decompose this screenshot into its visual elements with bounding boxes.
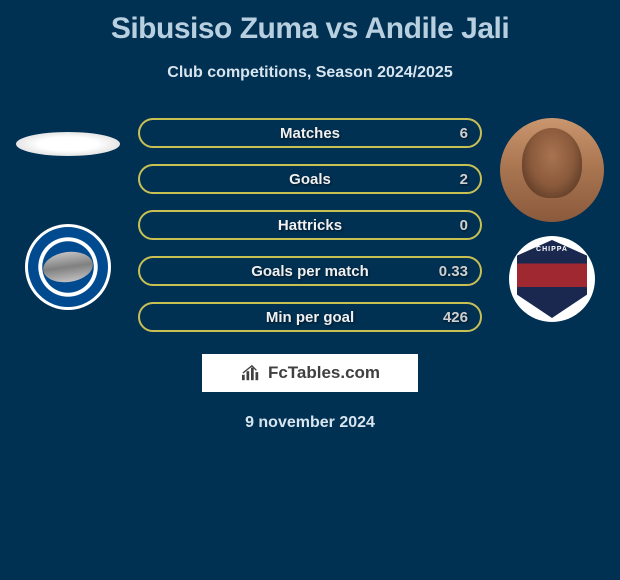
- page-title: Sibusiso Zuma vs Andile Jali: [0, 0, 620, 46]
- stat-row-matches: Matches 6: [138, 118, 482, 148]
- stat-row-hattricks: Hattricks 0: [138, 210, 482, 240]
- stat-value: 426: [443, 309, 468, 326]
- player-left-photo: [16, 132, 120, 156]
- stat-label: Goals per match: [251, 263, 369, 280]
- player-right-photo: [500, 118, 604, 222]
- comparison-block: Matches 6 Goals 2 Hattricks 0 Goals per …: [0, 118, 620, 332]
- stat-value: 0: [460, 217, 468, 234]
- stat-value: 0.33: [439, 263, 468, 280]
- subtitle: Club competitions, Season 2024/2025: [0, 64, 620, 82]
- club-right-logo: [509, 236, 595, 322]
- chart-icon: [240, 364, 262, 382]
- stat-value: 6: [460, 125, 468, 142]
- player-left-column: [8, 118, 128, 310]
- stat-label: Goals: [289, 171, 331, 188]
- stat-label: Matches: [280, 125, 340, 142]
- stat-row-goals: Goals 2: [138, 164, 482, 194]
- club-left-logo: [25, 224, 111, 310]
- branding-banner: FcTables.com: [202, 354, 418, 392]
- brand-text: FcTables.com: [268, 363, 380, 383]
- stat-value: 2: [460, 171, 468, 188]
- player-right-column: [492, 118, 612, 322]
- stat-label: Hattricks: [278, 217, 342, 234]
- footer-date: 9 november 2024: [0, 414, 620, 432]
- stat-row-goals-per-match: Goals per match 0.33: [138, 256, 482, 286]
- stats-column: Matches 6 Goals 2 Hattricks 0 Goals per …: [128, 118, 492, 332]
- stat-row-min-per-goal: Min per goal 426: [138, 302, 482, 332]
- stat-label: Min per goal: [266, 309, 354, 326]
